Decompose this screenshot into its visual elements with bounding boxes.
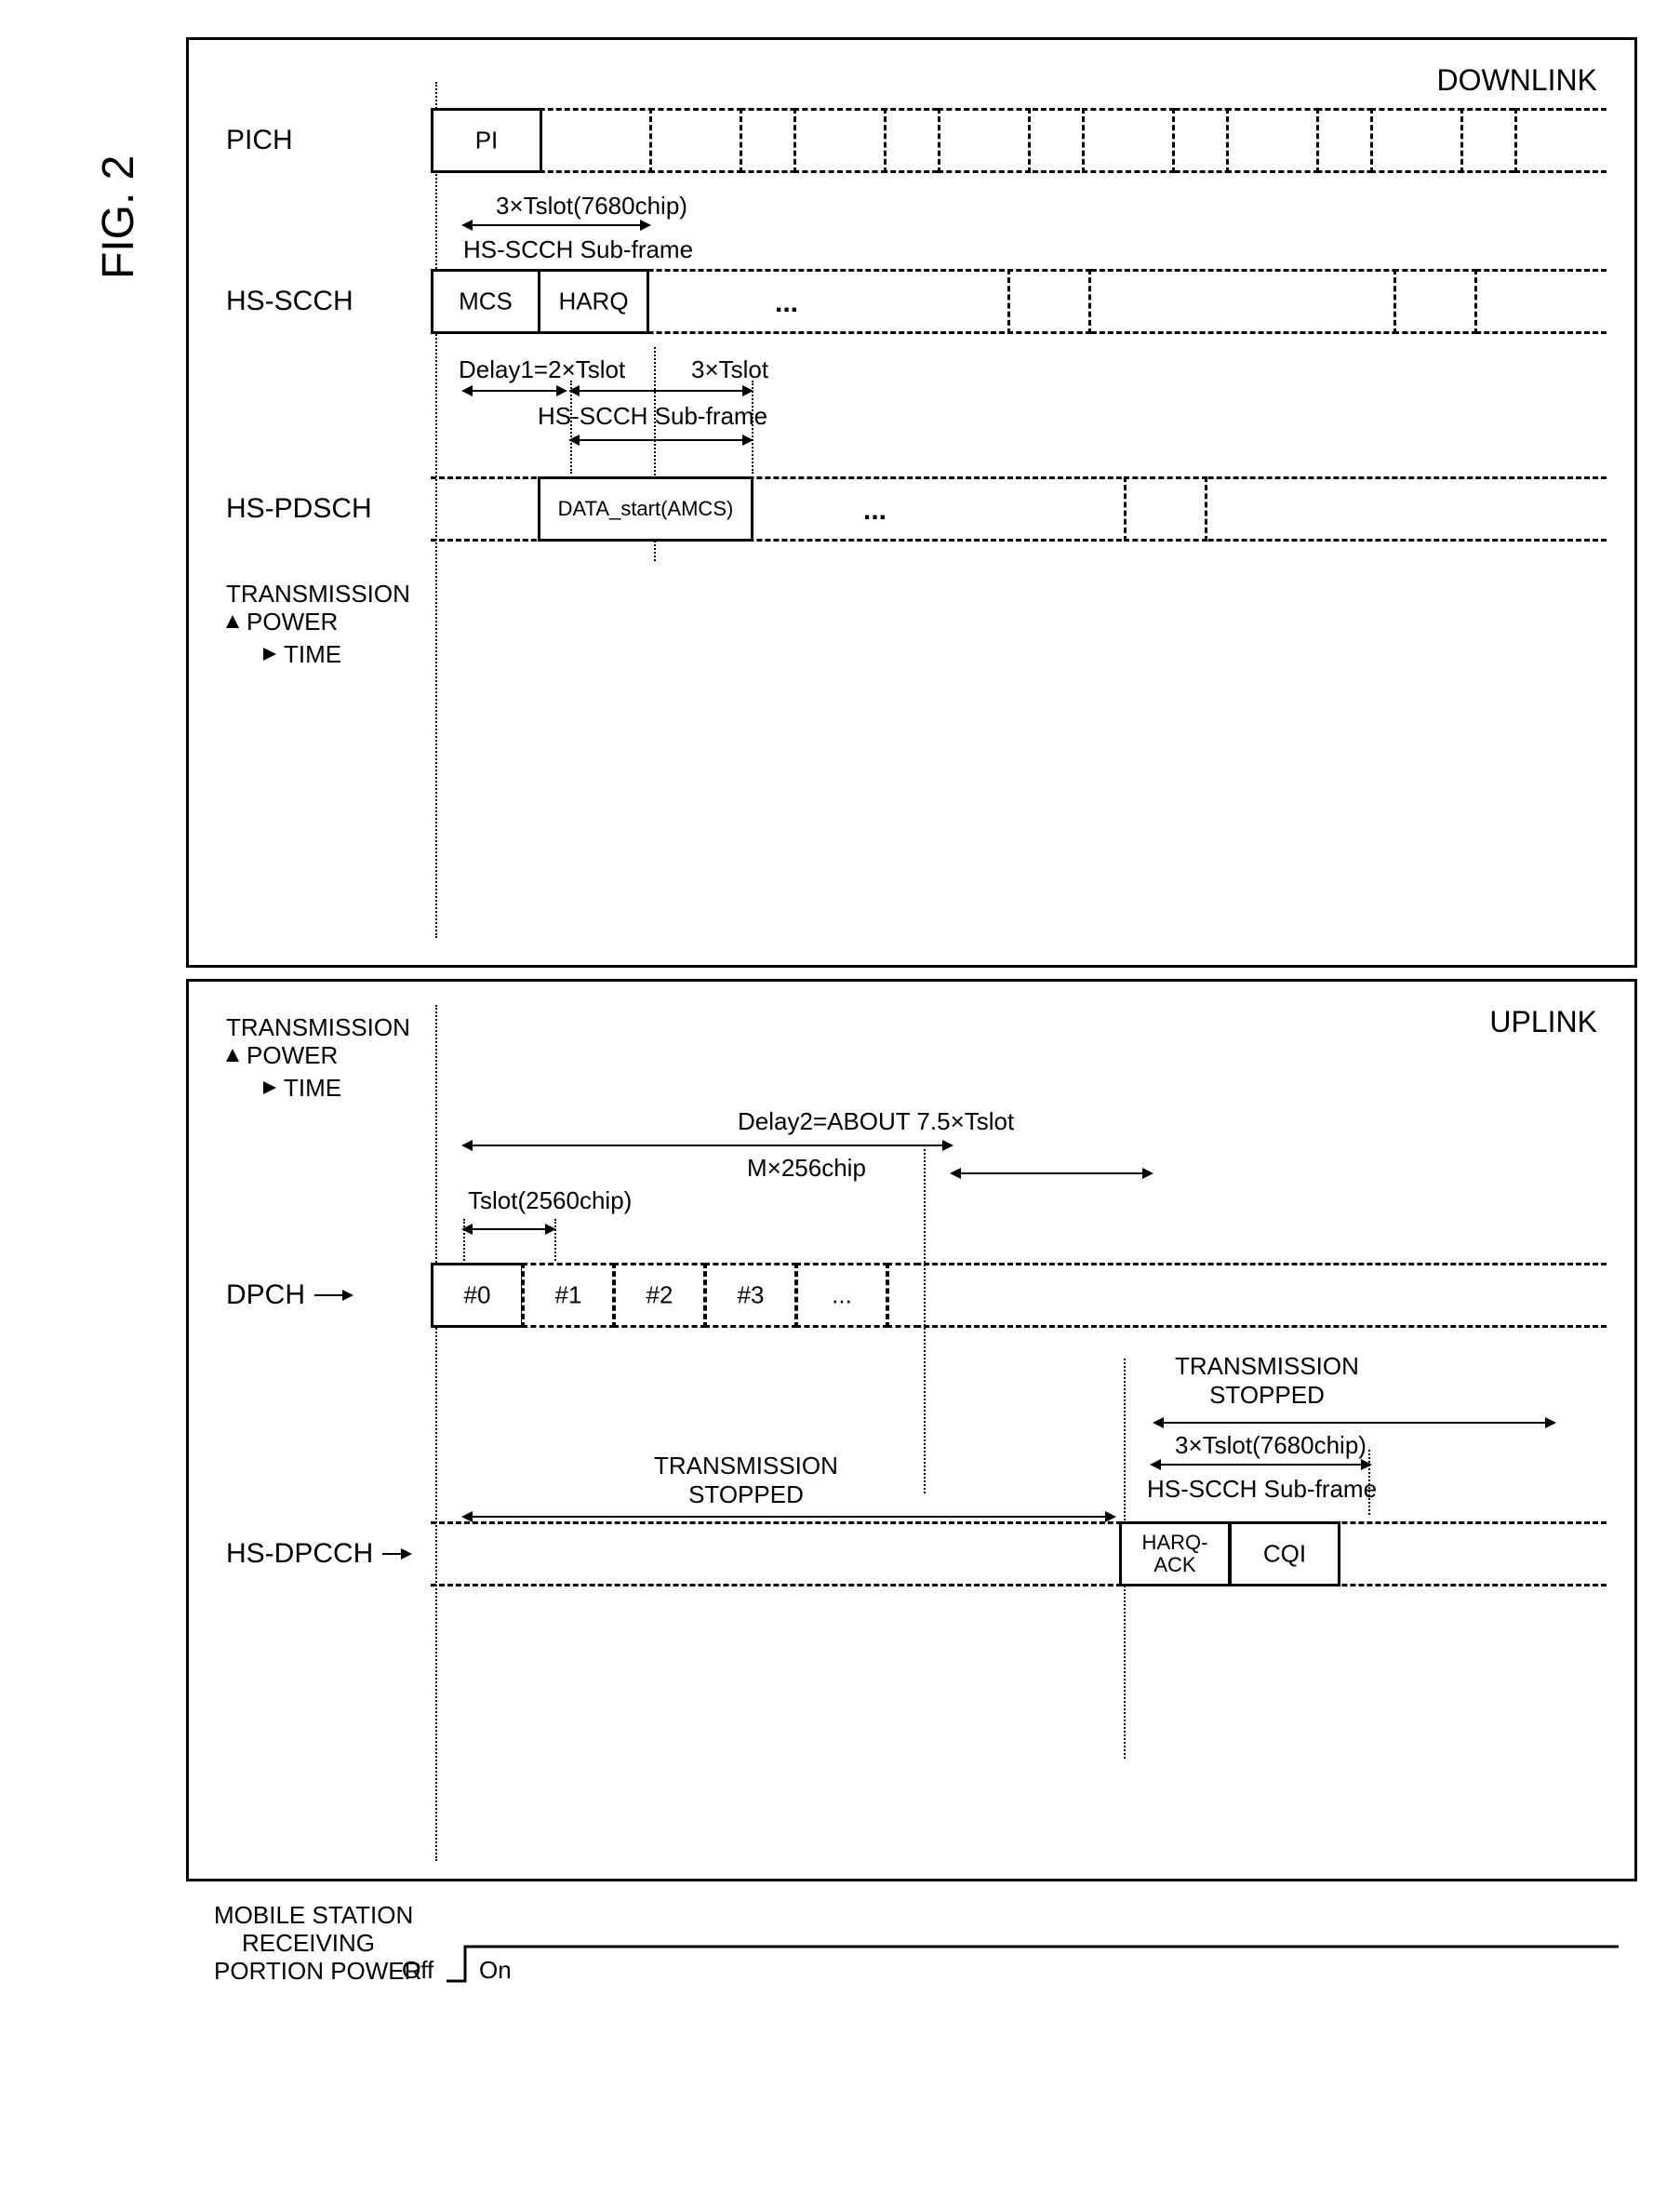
tslot3-label: 3×Tslot <box>691 355 768 384</box>
pich-slot <box>1082 108 1175 173</box>
scch-subframe-annotation: 3×Tslot(7680chip) <box>496 192 687 221</box>
pich-slot <box>793 108 887 173</box>
pi-label: PI <box>475 126 499 154</box>
dpch-stopped-label: TRANSMISSION STOPPED <box>1175 1352 1359 1410</box>
figure-label: FIG. 2 <box>93 155 144 279</box>
downlink-panel: DOWNLINK PICH PI <box>186 37 1637 968</box>
hspdsch-ellipsis: ... <box>863 495 887 527</box>
pich-slot <box>1226 108 1319 173</box>
slot-more-label: ... <box>832 1281 852 1310</box>
mcs-label: MCS <box>459 287 513 315</box>
hsdpcch-subframe-annotation: 3×Tslot(7680chip) <box>1175 1431 1367 1460</box>
slot2-label: #2 <box>647 1281 673 1310</box>
off-label: Off <box>402 1956 433 1985</box>
scch-subframe-label: HS-SCCH Sub-frame <box>463 235 693 264</box>
power-axis-label-ul2: POWER <box>247 1041 338 1070</box>
downlink-label: DOWNLINK <box>1437 63 1597 98</box>
slot3-label: #3 <box>738 1281 765 1310</box>
power-axis-label-ul: TRANSMISSION <box>226 1013 410 1041</box>
mobile-station-panel: MOBILE STATION RECEIVING PORTION POWER O… <box>186 1893 1637 1995</box>
hsdpcch-stopped-label: TRANSMISSION STOPPED <box>654 1452 838 1509</box>
data-start-label: DATA_start(AMCS) <box>558 497 734 521</box>
hsdpcch-subframe-label: HS-SCCH Sub-frame <box>1147 1475 1377 1504</box>
time-axis-label: TIME <box>284 640 341 669</box>
uplink-axes: TRANSMISSION POWER TIME <box>217 1014 1607 1103</box>
dpch-slot-more: ... <box>795 1263 888 1328</box>
data-start-box: DATA_start(AMCS) <box>538 476 753 542</box>
mchip-label: M×256chip <box>747 1154 866 1183</box>
pich-slot <box>938 108 1031 173</box>
downlink-axes: TRANSMISSION POWER TIME <box>217 581 1607 669</box>
time-axis-label-ul: TIME <box>284 1074 341 1103</box>
hsscch-slot <box>1393 269 1477 334</box>
arrow-up-icon <box>226 1049 239 1062</box>
mcs-box: MCS <box>431 269 540 334</box>
dpch-slot-2: #2 <box>613 1263 706 1328</box>
diagram-container: DOWNLINK PICH PI <box>186 37 1637 1995</box>
pich-timeline: PI <box>431 108 1607 173</box>
power-axis-label2: POWER <box>247 608 338 636</box>
arrow-up-icon <box>226 615 239 628</box>
cqi-box: CQI <box>1229 1521 1340 1586</box>
cqi-label: CQI <box>1263 1540 1306 1569</box>
dpch-label: DPCH <box>217 1279 431 1311</box>
hspdsch-slot <box>1124 476 1207 542</box>
hspdsch-label: HS-PDSCH <box>217 493 431 525</box>
hsscch-ellipsis: ... <box>775 288 798 319</box>
hsscch-label: HS-SCCH <box>217 286 431 317</box>
pich-slot <box>1370 108 1463 173</box>
pi-box: PI <box>431 108 542 173</box>
slot0-label: #0 <box>464 1281 491 1310</box>
pich-slot <box>1514 108 1570 173</box>
uplink-panel: UPLINK TRANSMISSION POWER TIME Delay2=AB… <box>186 979 1637 1881</box>
dpch-slot-1: #1 <box>522 1263 615 1328</box>
delay2-label: Delay2=ABOUT 7.5×Tslot <box>738 1107 1014 1136</box>
pich-label: PICH <box>217 125 431 156</box>
hsscch-timeline: MCS HARQ ... <box>431 269 1607 334</box>
on-label: On <box>479 1956 512 1985</box>
hsscch-slot <box>1007 269 1091 334</box>
harq-label: HARQ <box>558 287 628 315</box>
dpch-slot-0: #0 <box>431 1263 524 1328</box>
tslot-label: Tslot(2560chip) <box>468 1186 632 1215</box>
power-axis-label: TRANSMISSION <box>226 580 410 608</box>
harq-ack-label: HARQ-ACK <box>1142 1532 1208 1576</box>
dpch-timeline: #0 #1 #2 #3 ... <box>431 1263 1607 1328</box>
arrow-right-icon <box>263 648 276 661</box>
harq-ack-box: HARQ-ACK <box>1119 1521 1231 1586</box>
dpch-slot-3: #3 <box>704 1263 797 1328</box>
hsdpcch-timeline: TRANSMISSION STOPPED HARQ-ACK CQI <box>431 1521 1607 1586</box>
harq-box: HARQ <box>538 269 649 334</box>
hspdsch-timeline: DATA_start(AMCS) ... <box>431 476 1607 542</box>
hsdpcch-label: HS-DPCCH <box>217 1538 431 1570</box>
slot1-label: #1 <box>555 1281 582 1310</box>
hspdsch-subframe-label: HS-SCCH Sub-frame <box>538 402 767 431</box>
arrow-right-icon <box>263 1081 276 1094</box>
pich-slot <box>649 108 742 173</box>
delay1-label: Delay1=2×Tslot <box>459 355 625 384</box>
dpch-slot-last <box>887 1263 919 1328</box>
